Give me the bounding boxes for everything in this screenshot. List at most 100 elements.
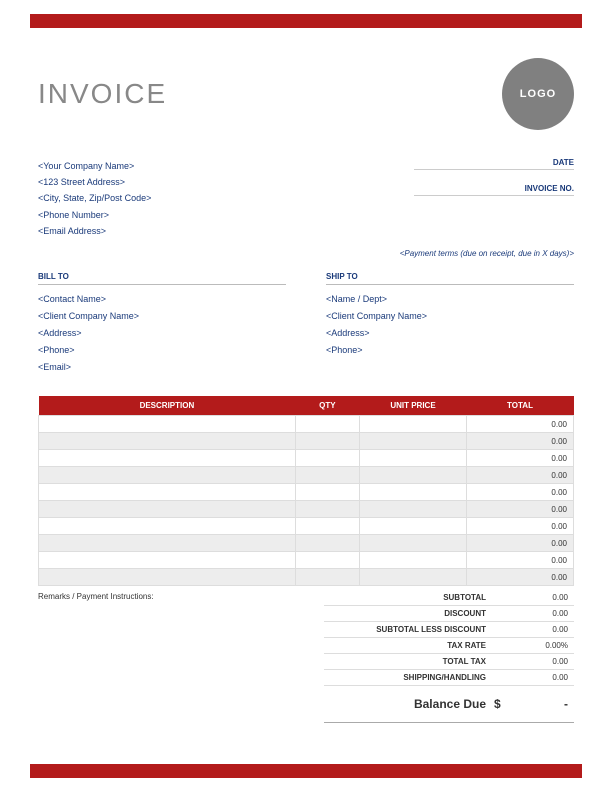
- cell-unit_price: [359, 518, 466, 535]
- below-table: Remarks / Payment Instructions: SUBTOTAL…: [38, 590, 574, 723]
- cell-qty: [295, 518, 359, 535]
- info-row: <Your Company Name> <123 Street Address>…: [38, 158, 574, 239]
- cell-unit_price: [359, 552, 466, 569]
- cell-description: [39, 416, 296, 433]
- table-row: 0.00: [39, 518, 574, 535]
- top-accent-bar: [30, 14, 582, 28]
- cell-total: 0.00: [466, 535, 573, 552]
- table-row: 0.00: [39, 569, 574, 586]
- cell-total: 0.00: [466, 467, 573, 484]
- page-title: INVOICE: [38, 78, 167, 110]
- bill-to-address: <Address>: [38, 325, 286, 342]
- cell-qty: [295, 416, 359, 433]
- cell-qty: [295, 552, 359, 569]
- table-row: 0.00: [39, 467, 574, 484]
- subtotal-row: SUBTOTAL 0.00: [324, 590, 574, 606]
- cell-unit_price: [359, 416, 466, 433]
- subtotal-label: SUBTOTAL: [324, 590, 494, 605]
- cell-total: 0.00: [466, 450, 573, 467]
- company-street: <123 Street Address>: [38, 174, 151, 190]
- ship-to-title: SHIP TO: [326, 272, 574, 285]
- company-phone: <Phone Number>: [38, 207, 151, 223]
- meta-column: DATE INVOICE NO.: [414, 158, 574, 239]
- total-tax-label: TOTAL TAX: [324, 654, 494, 669]
- cell-qty: [295, 450, 359, 467]
- cell-unit_price: [359, 535, 466, 552]
- bill-to-section: BILL TO <Contact Name> <Client Company N…: [38, 272, 286, 376]
- bill-to-company: <Client Company Name>: [38, 308, 286, 325]
- total-tax-row: TOTAL TAX 0.00: [324, 654, 574, 670]
- tax-rate-label: TAX RATE: [324, 638, 494, 653]
- cell-unit_price: [359, 433, 466, 450]
- cell-description: [39, 569, 296, 586]
- subtotal-less-value: 0.00: [494, 622, 574, 637]
- cell-qty: [295, 467, 359, 484]
- company-info: <Your Company Name> <123 Street Address>…: [38, 158, 151, 239]
- cell-total: 0.00: [466, 416, 573, 433]
- cell-total: 0.00: [466, 484, 573, 501]
- cell-description: [39, 433, 296, 450]
- cell-total: 0.00: [466, 501, 573, 518]
- date-label: DATE: [414, 158, 574, 170]
- cell-total: 0.00: [466, 518, 573, 535]
- subtotal-less-row: SUBTOTAL LESS DISCOUNT 0.00: [324, 622, 574, 638]
- ship-to-phone: <Phone>: [326, 342, 574, 359]
- col-qty: QTY: [295, 396, 359, 416]
- col-total: TOTAL: [466, 396, 573, 416]
- cell-description: [39, 467, 296, 484]
- cell-description: [39, 484, 296, 501]
- company-city: <City, State, Zip/Post Code>: [38, 190, 151, 206]
- cell-unit_price: [359, 484, 466, 501]
- table-row: 0.00: [39, 416, 574, 433]
- total-tax-value: 0.00: [494, 654, 574, 669]
- shipping-row: SHIPPING/HANDLING 0.00: [324, 670, 574, 686]
- cell-description: [39, 535, 296, 552]
- payment-terms: <Payment terms (due on receipt, due in X…: [38, 249, 574, 258]
- cell-total: 0.00: [466, 552, 573, 569]
- balance-currency: $: [494, 697, 514, 711]
- bill-to-contact: <Contact Name>: [38, 291, 286, 308]
- items-table-head: DESCRIPTION QTY UNIT PRICE TOTAL: [39, 396, 574, 416]
- cell-qty: [295, 501, 359, 518]
- table-row: 0.00: [39, 501, 574, 518]
- ship-to-section: SHIP TO <Name / Dept> <Client Company Na…: [326, 272, 574, 376]
- balance-value: -: [514, 697, 574, 711]
- table-row: 0.00: [39, 535, 574, 552]
- cell-qty: [295, 535, 359, 552]
- table-row: 0.00: [39, 450, 574, 467]
- address-sections: BILL TO <Contact Name> <Client Company N…: [38, 272, 574, 376]
- cell-description: [39, 501, 296, 518]
- ship-to-name: <Name / Dept>: [326, 291, 574, 308]
- table-row: 0.00: [39, 484, 574, 501]
- col-description: DESCRIPTION: [39, 396, 296, 416]
- bill-to-phone: <Phone>: [38, 342, 286, 359]
- cell-unit_price: [359, 569, 466, 586]
- table-row: 0.00: [39, 552, 574, 569]
- subtotal-value: 0.00: [494, 590, 574, 605]
- bill-to-email: <Email>: [38, 359, 286, 376]
- logo-placeholder: LOGO: [502, 58, 574, 130]
- ship-to-address: <Address>: [326, 325, 574, 342]
- cell-description: [39, 518, 296, 535]
- cell-qty: [295, 484, 359, 501]
- ship-to-company: <Client Company Name>: [326, 308, 574, 325]
- cell-qty: [295, 569, 359, 586]
- items-table: DESCRIPTION QTY UNIT PRICE TOTAL 0.000.0…: [38, 396, 574, 586]
- cell-total: 0.00: [466, 569, 573, 586]
- invoice-no-label: INVOICE NO.: [414, 184, 574, 196]
- totals-block: SUBTOTAL 0.00 DISCOUNT 0.00 SUBTOTAL LES…: [324, 590, 574, 723]
- balance-label: Balance Due: [324, 694, 494, 714]
- cell-unit_price: [359, 467, 466, 484]
- cell-qty: [295, 433, 359, 450]
- company-email: <Email Address>: [38, 223, 151, 239]
- col-unit-price: UNIT PRICE: [359, 396, 466, 416]
- content-area: INVOICE LOGO <Your Company Name> <123 St…: [38, 58, 574, 723]
- items-table-body: 0.000.000.000.000.000.000.000.000.000.00: [39, 416, 574, 586]
- tax-rate-value: 0.00%: [494, 638, 574, 653]
- bottom-accent-bar: [30, 764, 582, 778]
- discount-label: DISCOUNT: [324, 606, 494, 621]
- cell-description: [39, 552, 296, 569]
- table-row: 0.00: [39, 433, 574, 450]
- bill-to-title: BILL TO: [38, 272, 286, 285]
- cell-total: 0.00: [466, 433, 573, 450]
